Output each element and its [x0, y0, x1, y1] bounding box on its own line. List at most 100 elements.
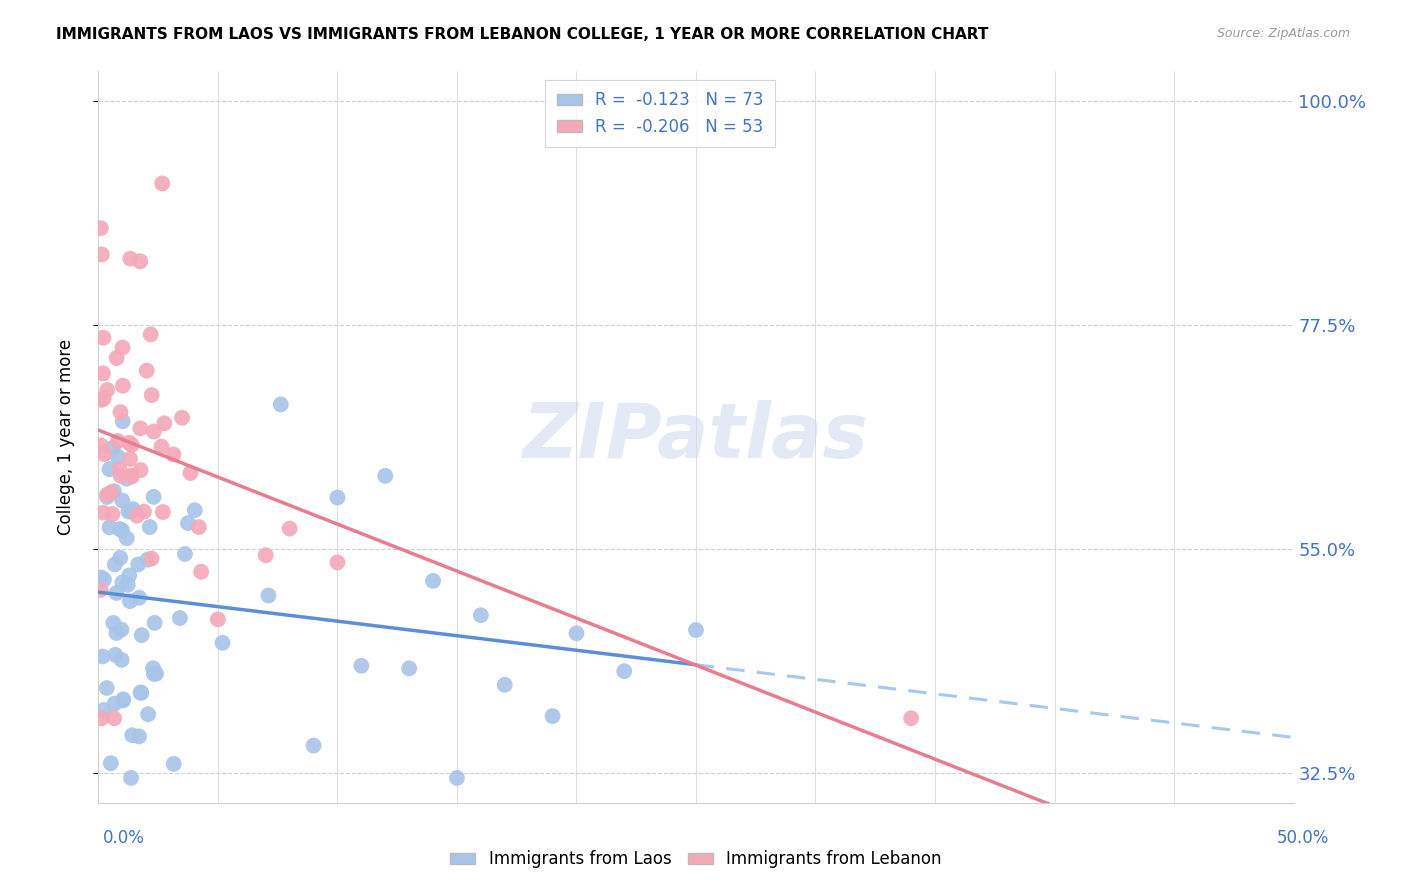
Point: [900, 711, 922, 725]
Point: [179, 466, 201, 480]
Point: [152, 505, 174, 519]
Point: [118, 435, 141, 450]
Point: [120, 771, 142, 785]
Point: [90, 438, 112, 452]
Point: [90, 247, 112, 261]
Point: [685, 623, 707, 637]
Text: IMMIGRANTS FROM LAOS VS IMMIGRANTS FROM LEBANON COLLEGE, 1 YEAR OR MORE CORRELAT: IMMIGRANTS FROM LAOS VS IMMIGRANTS FROM …: [56, 27, 988, 42]
Point: [142, 425, 165, 439]
Legend: Immigrants from Laos, Immigrants from Lebanon: Immigrants from Laos, Immigrants from Le…: [443, 844, 949, 875]
Point: [103, 615, 125, 630]
Point: [132, 505, 155, 519]
Point: [90, 570, 112, 584]
Point: [565, 626, 588, 640]
Point: [138, 520, 160, 534]
Point: [103, 711, 125, 725]
Point: [100, 756, 122, 771]
Point: [108, 522, 131, 536]
Point: [541, 709, 564, 723]
Point: [142, 490, 165, 504]
Point: [254, 548, 277, 562]
Point: [93, 447, 115, 461]
Text: 0.0%: 0.0%: [103, 829, 145, 847]
Point: [93, 703, 115, 717]
Point: [118, 568, 141, 582]
Point: [174, 547, 197, 561]
Point: [93, 392, 115, 406]
Point: [207, 612, 229, 626]
Point: [103, 697, 125, 711]
Point: [110, 405, 132, 419]
Text: ZIPatlas: ZIPatlas: [523, 401, 869, 474]
Point: [187, 520, 209, 534]
Point: [278, 522, 301, 536]
Point: [105, 351, 128, 365]
Point: [136, 707, 159, 722]
Point: [112, 692, 135, 706]
Point: [143, 615, 166, 630]
Point: [117, 505, 139, 519]
Point: [302, 739, 325, 753]
Point: [122, 502, 145, 516]
Point: [100, 485, 122, 500]
Point: [111, 693, 134, 707]
Point: [121, 438, 143, 452]
Point: [90, 711, 112, 725]
Point: [121, 728, 143, 742]
Point: [141, 551, 163, 566]
Point: [98, 462, 121, 476]
Point: [111, 575, 134, 590]
Point: [121, 469, 143, 483]
Point: [104, 648, 127, 662]
Point: [128, 591, 150, 605]
Point: [108, 462, 131, 476]
Point: [150, 440, 173, 454]
Point: [270, 397, 292, 411]
Point: [162, 448, 184, 462]
Point: [110, 623, 132, 637]
Point: [153, 417, 176, 431]
Point: [163, 756, 186, 771]
Point: [150, 177, 173, 191]
Point: [91, 367, 114, 381]
Point: [129, 463, 152, 477]
Point: [93, 573, 115, 587]
Point: [190, 565, 212, 579]
Point: [105, 626, 128, 640]
Text: 50.0%: 50.0%: [1277, 829, 1329, 847]
Point: [398, 661, 420, 675]
Point: [90, 582, 112, 597]
Point: [111, 378, 134, 392]
Point: [129, 254, 152, 268]
Point: [131, 686, 153, 700]
Point: [115, 531, 138, 545]
Point: [326, 491, 349, 505]
Point: [177, 516, 200, 530]
Text: Source: ZipAtlas.com: Source: ZipAtlas.com: [1216, 27, 1350, 40]
Point: [101, 441, 124, 455]
Point: [470, 608, 492, 623]
Point: [96, 490, 118, 504]
Point: [257, 589, 280, 603]
Point: [93, 506, 115, 520]
Point: [136, 552, 159, 566]
Point: [107, 450, 129, 464]
Point: [107, 434, 129, 448]
Point: [104, 558, 127, 572]
Point: [129, 685, 152, 699]
Point: [93, 331, 115, 345]
Point: [139, 327, 162, 342]
Point: [446, 771, 468, 785]
Point: [120, 252, 142, 266]
Point: [90, 221, 112, 235]
Point: [127, 558, 149, 572]
Y-axis label: College, 1 year or more: College, 1 year or more: [56, 339, 75, 535]
Point: [135, 363, 157, 377]
Point: [129, 421, 152, 435]
Point: [96, 681, 118, 695]
Point: [169, 611, 191, 625]
Point: [326, 555, 349, 569]
Point: [103, 484, 125, 499]
Point: [111, 524, 134, 538]
Point: [422, 574, 444, 588]
